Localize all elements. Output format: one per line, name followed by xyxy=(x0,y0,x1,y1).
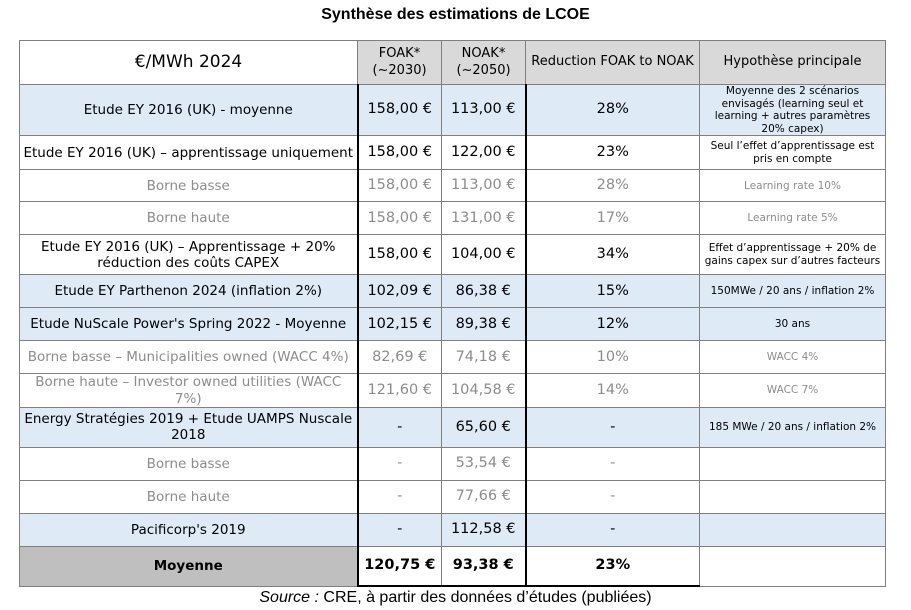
foak-value: 158,00 € xyxy=(356,83,442,137)
foak-value: 82,69 € xyxy=(356,340,442,375)
reduction-value: - xyxy=(525,479,700,514)
hypothesis-text xyxy=(699,479,886,514)
header-hypothesis: Hypothèse principale xyxy=(699,40,886,85)
noak-value: 113,00 € xyxy=(441,83,527,137)
foak-value: - xyxy=(356,479,442,514)
noak-value: 65,60 € xyxy=(441,406,527,448)
foak-value: - xyxy=(356,446,442,481)
hypothesis-text: WACC 7% xyxy=(699,373,886,408)
hypothesis-text xyxy=(699,446,886,481)
header-unit: €/MWh 2024 xyxy=(19,40,358,85)
table-row: Etude EY 2016 (UK) – apprentissage uniqu… xyxy=(19,135,886,171)
noak-value: 53,54 € xyxy=(441,446,527,481)
hypothesis-text: Moyenne des 2 scénarios envisagés (learn… xyxy=(699,83,886,137)
foak-value: 102,15 € xyxy=(356,307,442,342)
row-label: Borne basse xyxy=(19,446,358,481)
table-row: Borne haute – Investor owned utilities (… xyxy=(19,373,886,408)
average-hypothesis xyxy=(699,545,886,587)
hypothesis-text: WACC 4% xyxy=(699,340,886,375)
row-label: Borne haute – Investor owned utilities (… xyxy=(19,373,358,408)
hypothesis-text: Seul l’effet d’apprentissage est pris en… xyxy=(699,135,886,171)
source-note: Source : CRE, à partir des données d’étu… xyxy=(0,589,911,607)
hypothesis-text xyxy=(699,512,886,547)
table-row: Etude EY Parthenon 2024 (inflation 2%) 1… xyxy=(19,274,886,309)
header-foak: FOAK* (~2030) xyxy=(357,40,442,85)
table-row: Borne haute 158,00 € 131,00 € 17% Learni… xyxy=(19,201,886,236)
header-reduction: Reduction FOAK to NOAK xyxy=(525,40,700,85)
row-label: Etude EY 2016 (UK) – apprentissage uniqu… xyxy=(19,135,358,171)
hypothesis-text: Effet d’apprentissage + 20% de gains cap… xyxy=(699,234,886,276)
table-row: Borne basse - 53,54 € - xyxy=(19,446,886,481)
noak-value: 112,58 € xyxy=(441,512,527,547)
foak-value: 102,09 € xyxy=(356,274,442,309)
table-title: Synthèse des estimations de LCOE xyxy=(321,6,590,23)
noak-value: 104,58 € xyxy=(441,373,527,408)
row-label: Etude EY 2016 (UK) – Apprentissage + 20%… xyxy=(19,234,358,276)
hypothesis-text: 150MWe / 20 ans / inflation 2% xyxy=(699,274,886,309)
foak-value: 158,00 € xyxy=(356,135,442,171)
row-label: Pacificorp's 2019 xyxy=(19,512,358,547)
reduction-value: - xyxy=(525,446,700,481)
hypothesis-text: 185 MWe / 20 ans / inflation 2% xyxy=(699,406,886,448)
row-label: Etude EY Parthenon 2024 (inflation 2%) xyxy=(19,274,358,309)
foak-value: - xyxy=(356,512,442,547)
hypothesis-text: Learning rate 5% xyxy=(699,201,886,236)
noak-value: 89,38 € xyxy=(441,307,527,342)
lcoe-table: €/MWh 2024 FOAK* (~2030) NOAK* (~2050) R… xyxy=(19,40,886,588)
table-row: Energy Stratégies 2019 + Etude UAMPS Nus… xyxy=(19,406,886,448)
hypothesis-text: 30 ans xyxy=(699,307,886,342)
foak-value: - xyxy=(356,406,442,448)
foak-value: 158,00 € xyxy=(356,169,442,203)
source-text: CRE, à partir des données d’études (publ… xyxy=(318,589,652,606)
row-label: Borne haute xyxy=(19,201,358,236)
hypothesis-text: Learning rate 10% xyxy=(699,169,886,203)
header-noak: NOAK* (~2050) xyxy=(441,40,526,85)
noak-value: 86,38 € xyxy=(441,274,527,309)
reduction-value: 28% xyxy=(525,169,700,203)
table-row: Borne basse 158,00 € 113,00 € 28% Learni… xyxy=(19,169,886,203)
row-label: Borne basse – Municipalities owned (WACC… xyxy=(19,340,358,375)
average-reduction: 23% xyxy=(525,545,700,588)
noak-value: 77,66 € xyxy=(441,479,527,514)
reduction-value: 10% xyxy=(525,340,700,375)
noak-value: 122,00 € xyxy=(441,135,527,171)
header-row: €/MWh 2024 FOAK* (~2030) NOAK* (~2050) R… xyxy=(19,40,886,85)
average-label: Moyenne xyxy=(19,545,358,587)
reduction-value: - xyxy=(525,512,700,547)
row-label: Borne haute xyxy=(19,479,358,514)
average-noak: 93,38 € xyxy=(441,545,527,588)
table-row: Borne basse – Municipalities owned (WACC… xyxy=(19,340,886,375)
average-row: Moyenne 120,75 € 93,38 € 23% xyxy=(19,545,886,588)
noak-value: 74,18 € xyxy=(441,340,527,375)
table-row: Pacificorp's 2019 - 112,58 € - xyxy=(19,512,886,547)
foak-value: 121,60 € xyxy=(356,373,442,408)
table-row: Borne haute - 77,66 € - xyxy=(19,479,886,514)
noak-value: 113,00 € xyxy=(441,169,527,203)
row-label: Energy Stratégies 2019 + Etude UAMPS Nus… xyxy=(19,406,358,448)
reduction-value: 15% xyxy=(525,274,700,309)
row-label: Etude EY 2016 (UK) - moyenne xyxy=(19,83,358,137)
row-label: Etude NuScale Power's Spring 2022 - Moye… xyxy=(19,307,358,342)
noak-value: 131,00 € xyxy=(441,201,527,236)
source-prefix: Source : xyxy=(259,589,319,606)
table-row: Etude EY 2016 (UK) – Apprentissage + 20%… xyxy=(19,234,886,276)
reduction-value: 14% xyxy=(525,373,700,408)
reduction-value: 28% xyxy=(525,83,700,137)
average-foak: 120,75 € xyxy=(356,545,442,588)
reduction-value: - xyxy=(525,406,700,448)
table-row: Etude NuScale Power's Spring 2022 - Moye… xyxy=(19,307,886,342)
noak-value: 104,00 € xyxy=(441,234,527,276)
reduction-value: 34% xyxy=(525,234,700,276)
reduction-value: 23% xyxy=(525,135,700,171)
foak-value: 158,00 € xyxy=(356,234,442,276)
row-label: Borne basse xyxy=(19,169,358,203)
reduction-value: 12% xyxy=(525,307,700,342)
foak-value: 158,00 € xyxy=(356,201,442,236)
reduction-value: 17% xyxy=(525,201,700,236)
table-row: Etude EY 2016 (UK) - moyenne 158,00 € 11… xyxy=(19,83,886,137)
